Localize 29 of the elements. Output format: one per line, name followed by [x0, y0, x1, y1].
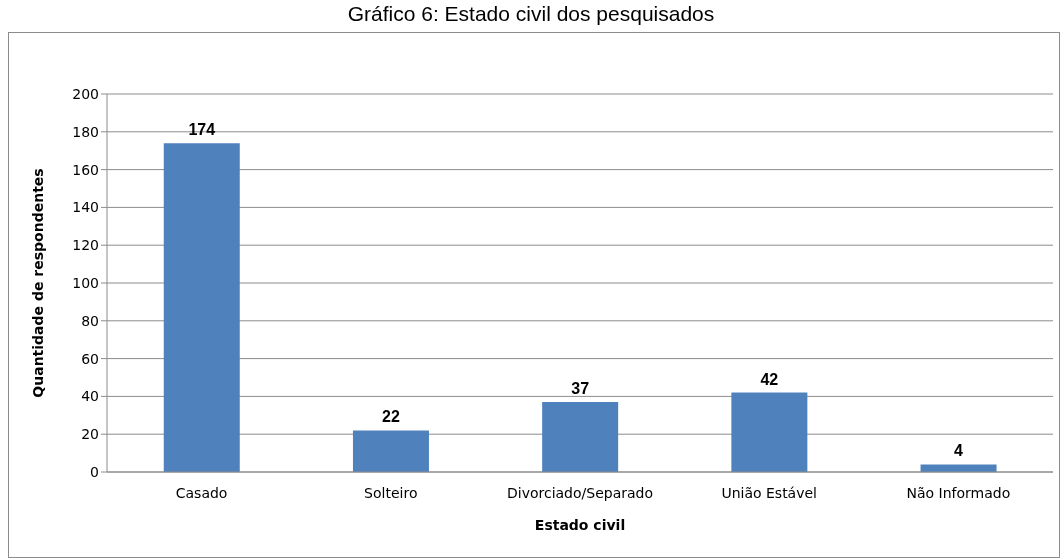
bar: [542, 402, 619, 472]
chart-title: Gráfico 6: Estado civil dos pesquisados: [346, 2, 716, 26]
data-label: 42: [760, 370, 779, 388]
data-label: 174: [188, 121, 216, 139]
y-tick-label: 120: [72, 237, 99, 254]
x-tick-label: Solteiro: [364, 484, 418, 501]
y-tick-label: 200: [72, 85, 99, 102]
bar: [920, 464, 997, 472]
bar: [163, 143, 240, 472]
y-tick-label: 40: [81, 388, 99, 405]
y-tick-label: 140: [72, 199, 99, 216]
bar: [731, 392, 808, 472]
y-axis-title: Quantidade de respondentes: [29, 168, 46, 398]
x-tick-label: Casado: [175, 484, 228, 501]
x-tick-label: Não Informado: [906, 484, 1011, 501]
y-tick-label: 80: [81, 312, 99, 329]
y-tick-label: 0: [90, 463, 99, 480]
data-label: 4: [954, 442, 964, 460]
x-tick-label: União Estável: [721, 484, 817, 501]
y-tick-label: 60: [81, 350, 99, 367]
y-tick-label: 180: [72, 123, 99, 140]
bar: [352, 430, 429, 472]
x-tick-label: Divorciado/Separado: [506, 484, 654, 501]
data-label: 22: [382, 408, 400, 426]
y-tick-label: 100: [72, 274, 99, 291]
x-axis-title: Estado civil: [534, 517, 626, 533]
data-label: 37: [571, 380, 590, 398]
y-tick-label: 160: [72, 161, 99, 178]
y-tick-label: 20: [81, 426, 99, 443]
